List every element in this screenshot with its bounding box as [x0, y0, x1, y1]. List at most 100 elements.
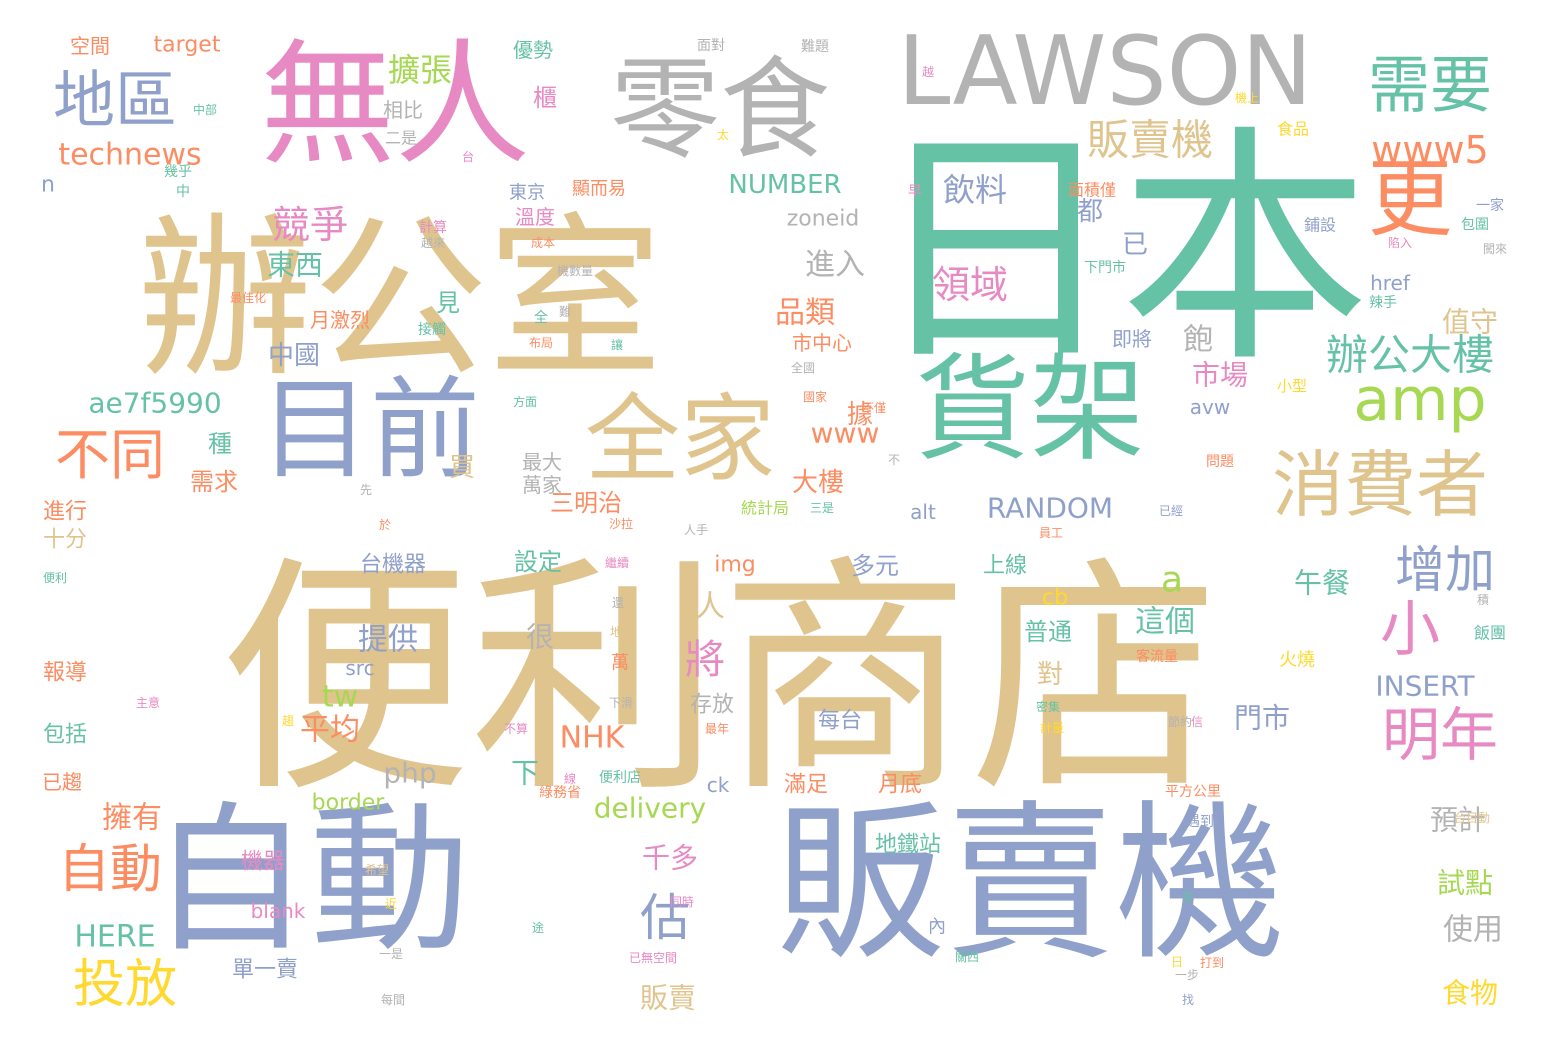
word: 計算: [419, 220, 447, 236]
word: 零食: [610, 46, 830, 174]
word: 品類: [775, 296, 835, 331]
word: 設定: [514, 548, 562, 576]
word: 客流量: [1136, 648, 1178, 665]
word: 同時: [670, 895, 694, 909]
word: 最大: [522, 450, 562, 474]
word: 闖來: [1483, 242, 1507, 256]
word: 飯團: [1474, 624, 1506, 643]
word: 方面: [513, 394, 537, 409]
word: 估: [640, 889, 690, 947]
word: 不僅: [862, 401, 886, 415]
word: 台機器: [360, 553, 426, 578]
word: 途: [532, 920, 544, 935]
word: 不算: [504, 721, 528, 736]
word: php: [383, 757, 436, 790]
word: 全: [534, 309, 548, 326]
word: 近: [385, 897, 397, 911]
word: 一步: [1175, 968, 1199, 982]
word: NHK: [560, 721, 626, 756]
word: 都: [1077, 197, 1103, 227]
word: 萬家: [522, 473, 562, 497]
word: 早: [908, 184, 922, 200]
word: 市中心: [792, 331, 852, 355]
word: 關西: [955, 950, 979, 964]
word: 日: [1171, 955, 1183, 969]
word: 消費者: [1272, 443, 1488, 527]
word: cb: [1042, 586, 1068, 611]
word: 包括: [43, 723, 87, 748]
word: 明年: [1382, 701, 1498, 769]
word: 提供: [358, 623, 418, 658]
word: 難題: [801, 39, 829, 55]
word: 讓: [611, 337, 623, 352]
word: 面積僅: [1068, 181, 1116, 200]
word: 溫度: [515, 205, 555, 229]
word: 自動: [150, 787, 470, 974]
word: 市場: [1192, 359, 1248, 392]
word: 三是: [810, 501, 834, 515]
word: 找: [1182, 993, 1194, 1007]
word: 沙拉: [609, 516, 633, 531]
word: 每台: [818, 709, 862, 734]
word: blank: [251, 899, 306, 923]
word: 辣手: [1369, 295, 1397, 311]
word: 投放: [73, 955, 177, 1015]
word: 東西: [267, 249, 323, 282]
word: 預計: [1430, 804, 1486, 837]
word: 越來: [421, 236, 445, 250]
word: 試點: [1437, 867, 1493, 900]
word: 最佳化: [230, 291, 266, 305]
word: ck: [707, 773, 730, 797]
word: 多元: [851, 552, 899, 580]
word: 月激烈: [310, 308, 370, 332]
word: 辦公大樓: [1326, 331, 1494, 380]
word: 便利商店: [220, 535, 1220, 826]
word: RANDOM: [987, 492, 1113, 525]
word: 包圍: [1461, 217, 1489, 233]
word: 地區: [53, 64, 177, 137]
word: 報導: [43, 661, 87, 686]
word: 鋪設: [1304, 216, 1336, 235]
word: 單一賣: [232, 958, 298, 983]
word: 地鐵站: [875, 833, 941, 858]
word: 萬: [611, 653, 629, 674]
word: 全家: [585, 385, 775, 495]
word: 日本: [870, 105, 1370, 396]
word: 不同: [55, 423, 165, 487]
word: 東京: [509, 183, 545, 204]
word: 火燒: [1279, 650, 1315, 671]
word: 信: [1191, 715, 1203, 729]
word: avw: [1190, 395, 1230, 419]
word: 並: [1182, 890, 1194, 904]
word: 中國: [268, 341, 320, 371]
word: 節約: [1168, 714, 1192, 729]
word: 飲料: [943, 171, 1007, 209]
word: 買: [449, 453, 475, 483]
word: 台: [462, 149, 474, 164]
word: 擴張: [388, 51, 452, 89]
word: 一是: [379, 947, 403, 961]
word: 三明治: [550, 489, 622, 517]
word: 國家: [803, 389, 827, 404]
word: 優勢: [513, 38, 553, 62]
word: 問題: [1206, 454, 1234, 470]
word: www: [811, 417, 880, 450]
word: INSERT: [1375, 670, 1475, 703]
word: HERE: [74, 920, 155, 955]
word: src: [345, 656, 374, 680]
word: 千多: [642, 842, 698, 875]
word: img: [714, 553, 756, 578]
word: 下滑: [609, 696, 633, 710]
word: 繼續: [605, 555, 629, 570]
word: 密集: [1036, 699, 1060, 714]
word: 增加: [1395, 541, 1495, 599]
word: 上線: [983, 554, 1027, 579]
word: 小: [1380, 595, 1440, 665]
word: 下: [511, 757, 539, 790]
word: 遇到: [1186, 814, 1214, 830]
word: 台目動: [1454, 810, 1490, 825]
word: 滿足: [784, 773, 828, 798]
word: 領域: [932, 263, 1008, 307]
word: 據: [847, 400, 873, 430]
